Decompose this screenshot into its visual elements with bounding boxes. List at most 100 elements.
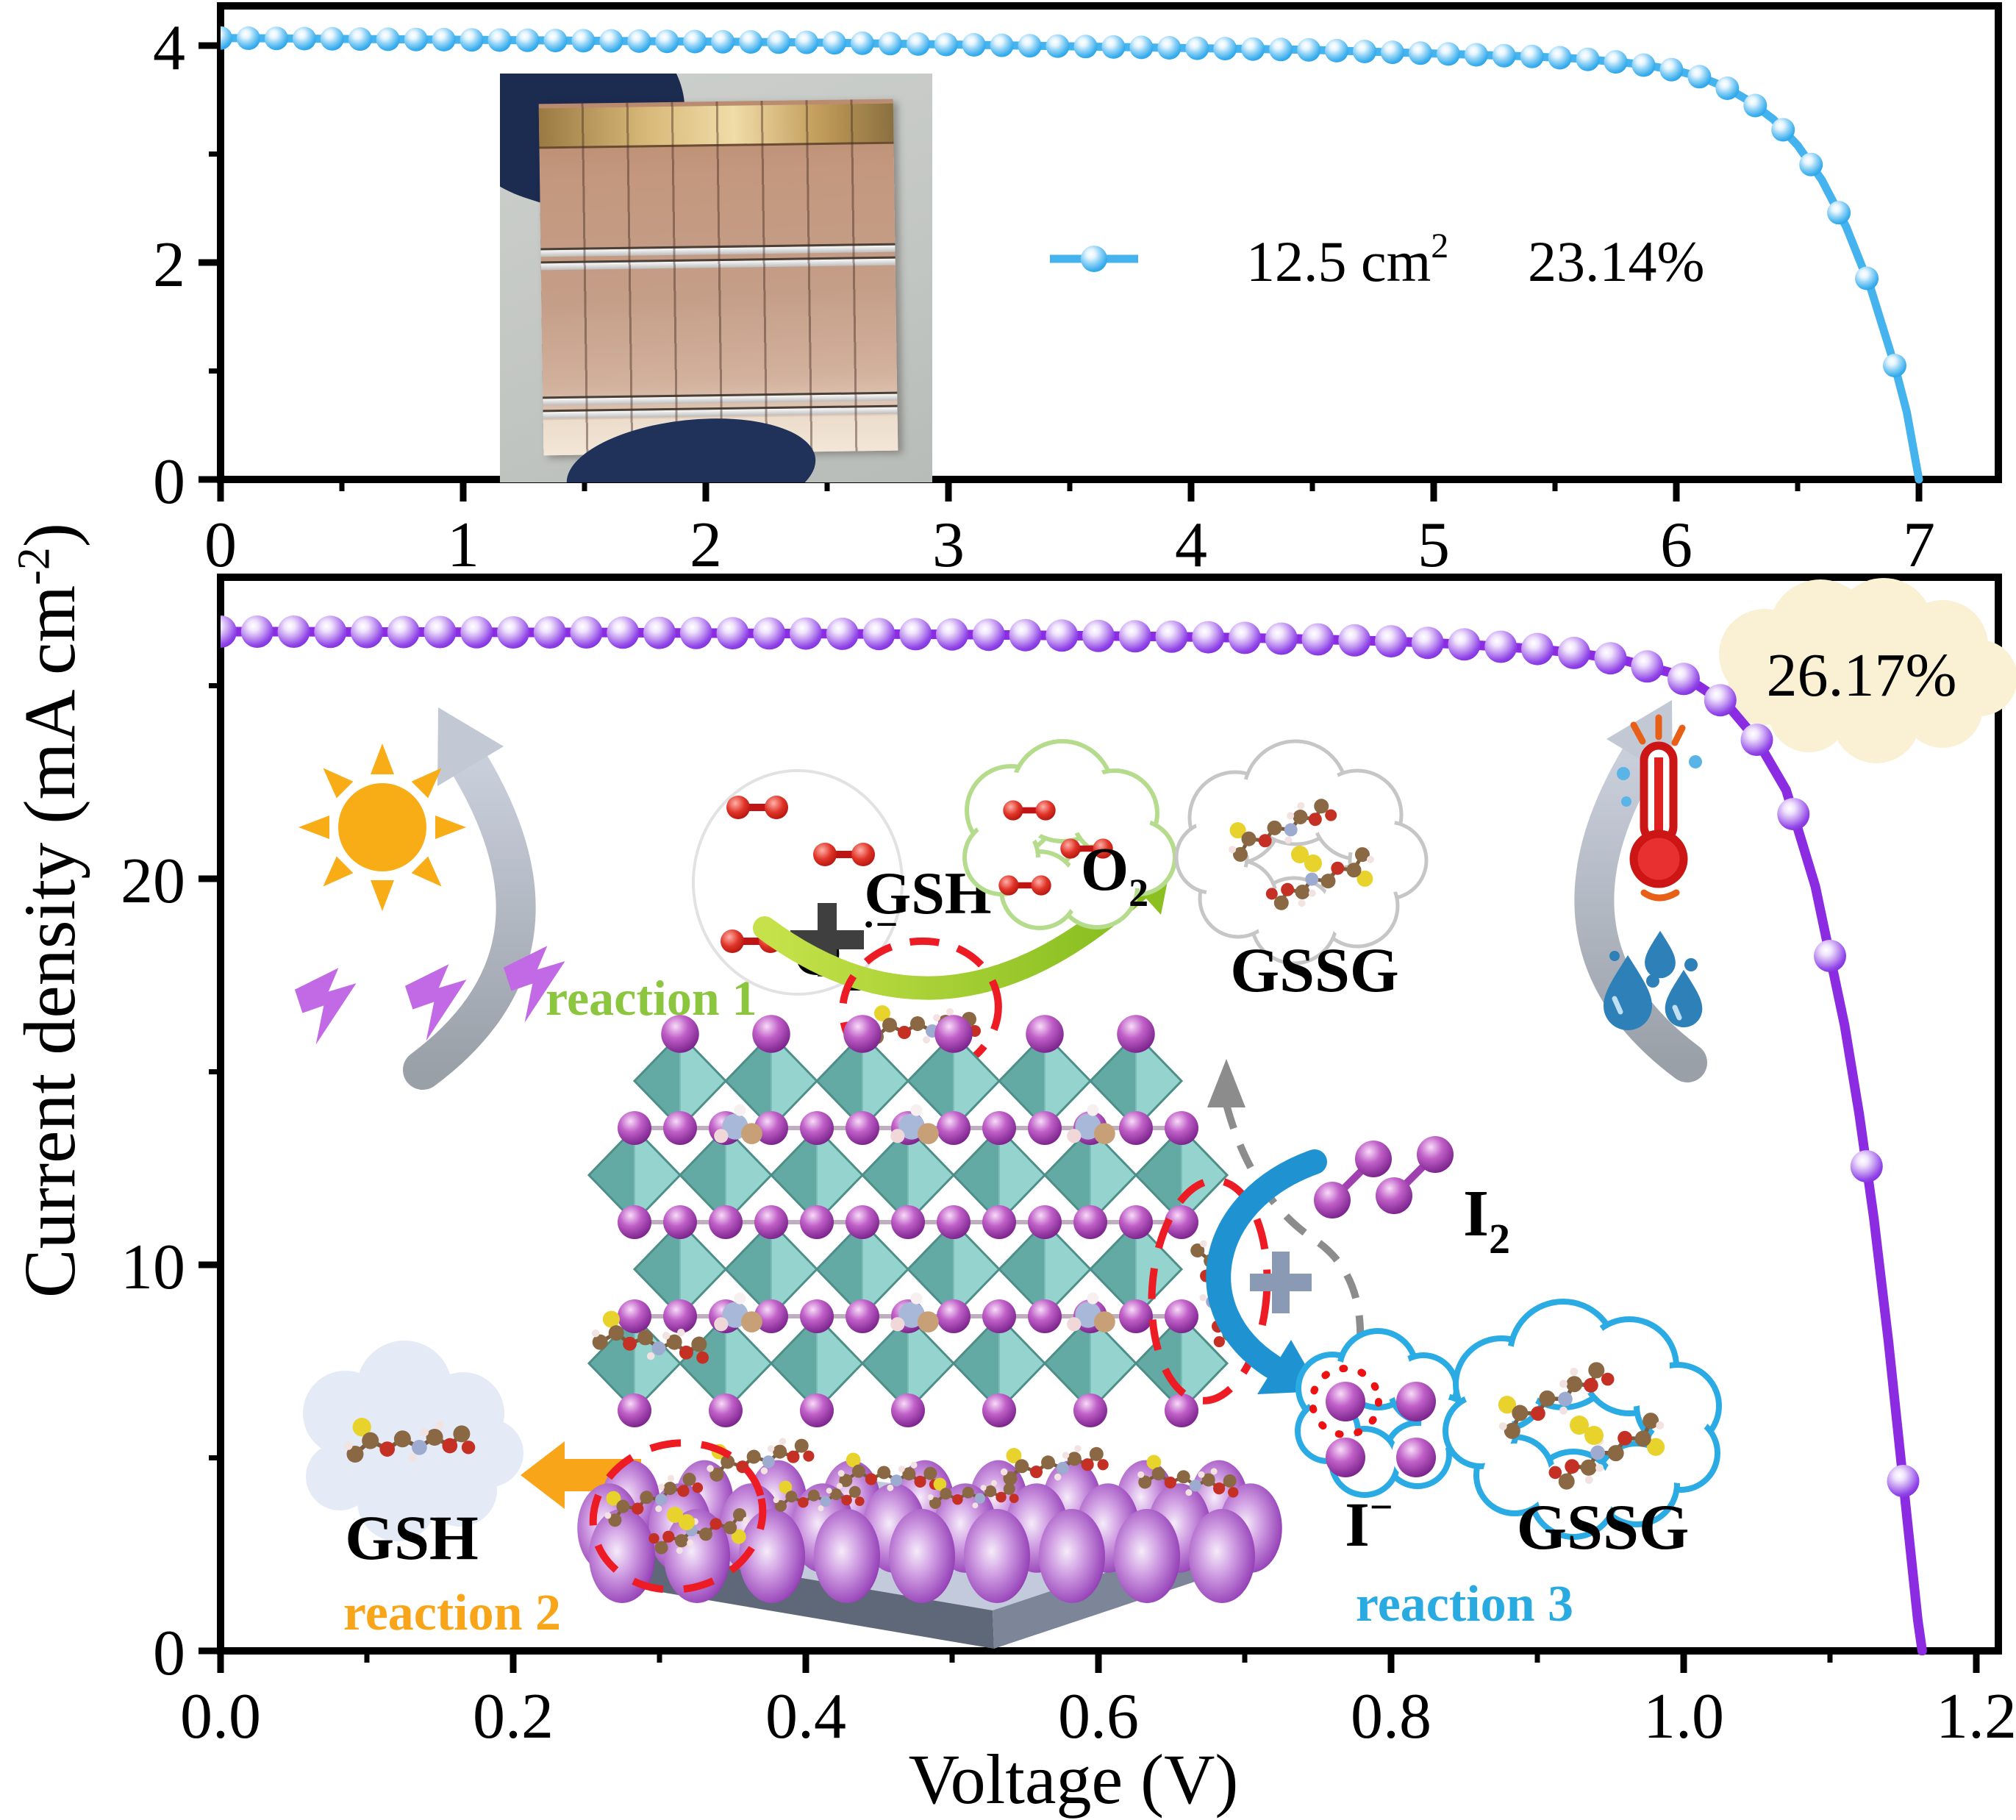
curve-marker bbox=[404, 27, 428, 51]
sun-icon bbox=[299, 743, 466, 911]
curve-marker bbox=[850, 31, 874, 55]
curve-marker bbox=[878, 32, 902, 56]
curve-marker bbox=[990, 33, 1014, 57]
i2-base: I bbox=[1463, 1177, 1489, 1250]
curve-marker bbox=[1883, 354, 1906, 378]
curve-marker bbox=[767, 30, 790, 54]
iodide-label: I− bbox=[1345, 1485, 1393, 1560]
y-tick-label: 4 bbox=[153, 13, 185, 84]
curve-marker bbox=[1325, 38, 1348, 63]
water-drops-icon bbox=[1604, 930, 1703, 1030]
oxygen-cloud: O2 bbox=[962, 739, 1177, 930]
curve-marker bbox=[1704, 684, 1737, 717]
curve-marker bbox=[716, 617, 749, 650]
curve-marker bbox=[570, 616, 603, 649]
atom-sphere bbox=[800, 1111, 834, 1145]
curve-marker bbox=[1668, 663, 1700, 696]
iodine-molecule-icon: I2 bbox=[1314, 1136, 1510, 1263]
atom-sphere bbox=[846, 1205, 879, 1239]
curve-marker bbox=[1380, 40, 1404, 65]
atom-sphere bbox=[618, 1111, 651, 1145]
atom-sphere bbox=[618, 1299, 651, 1333]
curve-marker bbox=[1101, 35, 1126, 59]
atom-sphere bbox=[937, 1205, 971, 1239]
silver-sphere bbox=[964, 1509, 1030, 1603]
curve-marker bbox=[962, 33, 986, 57]
curve-marker bbox=[655, 29, 679, 54]
x-tick-label: 3 bbox=[932, 510, 965, 574]
atom-sphere bbox=[663, 1205, 697, 1239]
highlight-edge-gsh bbox=[1148, 1177, 1271, 1405]
i2-sub: 2 bbox=[1489, 1215, 1510, 1263]
oxygen-label: O2 bbox=[1081, 835, 1148, 915]
atom-sphere bbox=[1028, 1299, 1062, 1333]
curve-marker bbox=[643, 616, 676, 649]
silver-sphere bbox=[814, 1509, 880, 1603]
curve-marker bbox=[1484, 630, 1518, 663]
y-tick-label: 0 bbox=[153, 446, 185, 518]
curve-marker bbox=[1604, 50, 1628, 74]
x-tick-label: 1.2 bbox=[1936, 1681, 2016, 1752]
curve-marker bbox=[376, 27, 400, 51]
atom-sphere bbox=[982, 1393, 1016, 1427]
x-tick-label: 1.0 bbox=[1643, 1681, 1724, 1752]
curve-marker bbox=[1009, 618, 1042, 652]
curve-marker bbox=[1353, 40, 1376, 63]
curve-marker bbox=[487, 28, 512, 52]
atom-sphere bbox=[1028, 1111, 1062, 1145]
curve-marker bbox=[432, 27, 456, 51]
silver-sphere bbox=[1039, 1509, 1105, 1603]
module-scribe-lines bbox=[538, 99, 898, 456]
curve-marker bbox=[1155, 620, 1188, 653]
atom-sphere bbox=[800, 1299, 834, 1333]
curve-marker bbox=[1659, 57, 1684, 82]
curve-marker bbox=[1594, 642, 1627, 675]
curve-marker bbox=[936, 618, 968, 651]
curve-marker bbox=[599, 29, 623, 53]
curve-marker bbox=[899, 618, 932, 651]
curve-marker bbox=[1799, 152, 1823, 176]
curve-marker bbox=[1045, 619, 1079, 652]
atom-sphere bbox=[982, 1299, 1016, 1333]
x-tick-label: 4 bbox=[1175, 510, 1207, 574]
curve-marker bbox=[1743, 93, 1767, 118]
cycle-arrow-left-icon bbox=[403, 707, 536, 1090]
curve-marker bbox=[1157, 36, 1182, 60]
atom-sphere bbox=[709, 1393, 743, 1427]
reaction-3-label: reaction 3 bbox=[1356, 1576, 1573, 1632]
curve-marker bbox=[1492, 43, 1516, 68]
atom-sphere bbox=[663, 1111, 697, 1145]
curve-marker bbox=[1192, 621, 1225, 654]
x-tick-label: 1 bbox=[447, 510, 479, 574]
curve-marker bbox=[1740, 724, 1773, 756]
curve-marker bbox=[795, 30, 818, 54]
atom-sphere bbox=[663, 1299, 697, 1333]
curve-marker bbox=[314, 615, 347, 649]
atom-sphere bbox=[1165, 1299, 1198, 1333]
curve-marker bbox=[822, 31, 846, 55]
silver-sphere bbox=[1114, 1509, 1180, 1603]
top-plot-area: 0 1 2 3 4 5 6 7 0 2 4 bbox=[153, 2, 2002, 574]
curve-marker bbox=[1464, 43, 1488, 67]
curve-marker bbox=[1827, 201, 1851, 225]
atom-sphere bbox=[1119, 1111, 1153, 1145]
y-tick-label: 10 bbox=[121, 1232, 185, 1303]
curve-marker bbox=[1073, 35, 1098, 59]
curve-marker bbox=[1185, 36, 1209, 60]
x-tick-label: 0.6 bbox=[1058, 1681, 1139, 1752]
plot-frame bbox=[217, 574, 2002, 1655]
atom-sphere bbox=[661, 1015, 699, 1053]
iodine-escape-path bbox=[1207, 1059, 1365, 1363]
atom-sphere bbox=[800, 1205, 834, 1239]
curve-marker bbox=[1213, 37, 1237, 61]
curve-marker bbox=[1631, 53, 1656, 77]
atom-sphere bbox=[846, 1111, 879, 1145]
legend-label: 12.5 cm2 23.14% bbox=[1246, 226, 1704, 293]
curve-marker bbox=[826, 617, 859, 650]
curve-marker bbox=[1375, 625, 1407, 658]
curve-marker bbox=[1301, 623, 1334, 656]
bottom-plot-area: 0.0 0.2 0.4 0.6 0.8 1.0 1.2 0 10 20 bbox=[121, 574, 2016, 1752]
curve-marker bbox=[221, 26, 232, 50]
gsh-released-label: GSH bbox=[345, 1502, 479, 1573]
curve-marker bbox=[607, 616, 640, 649]
